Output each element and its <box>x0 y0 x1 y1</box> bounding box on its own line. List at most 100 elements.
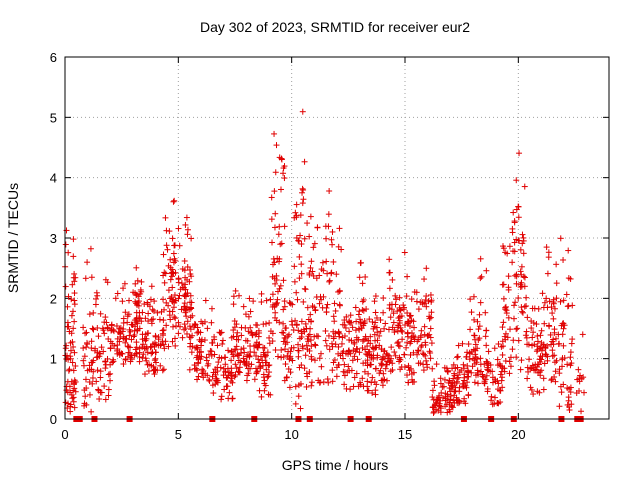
x-tick-label: 0 <box>61 427 68 442</box>
data-point <box>178 306 185 313</box>
data-point <box>507 363 514 370</box>
data-point <box>553 335 560 342</box>
data-point <box>291 263 298 270</box>
data-point <box>80 345 87 352</box>
data-point <box>161 345 168 352</box>
data-point <box>197 329 204 336</box>
data-point <box>519 308 526 315</box>
data-point <box>555 340 562 347</box>
data-point <box>110 358 117 365</box>
data-point <box>257 365 264 372</box>
data-point <box>464 379 471 386</box>
data-point <box>244 372 251 379</box>
data-point <box>380 295 387 302</box>
data-point <box>222 368 229 375</box>
data-point <box>175 295 182 302</box>
data-point <box>407 313 414 320</box>
data-point <box>265 373 272 380</box>
data-point <box>560 342 567 349</box>
data-point <box>468 309 475 316</box>
data-point <box>72 362 79 369</box>
data-point <box>437 409 444 416</box>
data-point <box>531 305 538 312</box>
data-point <box>242 311 249 318</box>
data-point <box>414 338 421 345</box>
data-point <box>459 380 466 387</box>
data-point <box>317 350 324 357</box>
data-point <box>297 232 304 239</box>
data-point <box>414 351 421 358</box>
data-point <box>113 323 120 330</box>
data-point <box>470 293 477 300</box>
data-point <box>450 361 457 368</box>
data-point <box>316 300 323 307</box>
data-point <box>295 327 302 334</box>
data-point <box>67 353 74 360</box>
data-point <box>427 355 434 362</box>
data-point <box>349 324 356 331</box>
data-point <box>476 311 483 318</box>
data-point <box>151 298 158 305</box>
data-point <box>268 194 275 201</box>
data-point <box>219 340 226 347</box>
data-point <box>551 305 558 312</box>
data-point <box>167 276 174 283</box>
data-point <box>293 212 300 219</box>
data-point <box>403 293 410 300</box>
data-point <box>171 314 178 321</box>
data-point <box>301 285 308 292</box>
data-point <box>122 309 129 316</box>
data-point <box>565 275 572 282</box>
data-point <box>298 328 305 335</box>
data-point <box>299 200 306 207</box>
data-point <box>273 317 280 324</box>
data-point <box>229 395 236 402</box>
data-point <box>104 324 111 331</box>
data-point <box>399 328 406 335</box>
data-point <box>349 357 356 364</box>
data-point <box>120 361 127 368</box>
data-point <box>165 302 172 309</box>
data-point <box>277 282 284 289</box>
data-points <box>62 108 588 422</box>
data-point <box>262 352 269 359</box>
data-point <box>464 367 471 374</box>
data-point <box>296 335 303 342</box>
data-point <box>567 349 574 356</box>
data-point <box>309 268 316 275</box>
data-point <box>154 309 161 316</box>
data-point <box>541 299 548 306</box>
data-point <box>372 293 379 300</box>
data-point <box>149 306 156 313</box>
data-point <box>421 300 428 307</box>
data-point <box>330 313 337 320</box>
data-point <box>377 328 384 335</box>
data-point <box>181 321 188 328</box>
data-point <box>495 386 502 393</box>
data-point <box>491 345 498 352</box>
data-point <box>299 108 306 115</box>
data-point <box>208 319 215 326</box>
data-point <box>524 364 531 371</box>
data-point <box>132 346 139 353</box>
data-point <box>511 239 518 246</box>
data-point <box>295 237 302 244</box>
data-point <box>315 333 322 340</box>
data-point <box>565 302 572 309</box>
y-tick-label: 6 <box>50 50 57 65</box>
data-point <box>162 338 169 345</box>
data-point <box>68 312 75 319</box>
data-point <box>282 346 289 353</box>
data-point <box>404 273 411 280</box>
data-point <box>297 405 304 412</box>
data-point <box>95 333 102 340</box>
data-point <box>474 380 481 387</box>
data-point <box>429 394 436 401</box>
data-point <box>299 345 306 352</box>
data-point <box>326 277 333 284</box>
data-point <box>506 370 513 377</box>
data-point <box>237 359 244 366</box>
data-point <box>230 293 237 300</box>
data-point <box>482 333 489 340</box>
data-point <box>314 224 321 231</box>
